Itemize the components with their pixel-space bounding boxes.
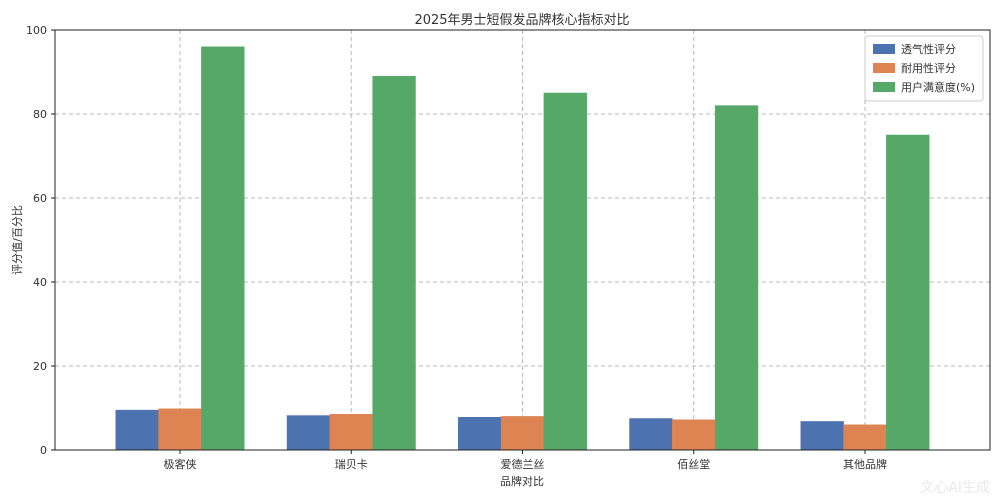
y-axis: 0 20 40 60 80 100 bbox=[26, 24, 55, 457]
watermark: 文心AI生成 bbox=[920, 480, 990, 496]
bars bbox=[115, 46, 930, 451]
legend-label: 透气性评分 bbox=[901, 42, 956, 56]
legend-label: 耐用性评分 bbox=[901, 61, 956, 75]
legend-swatch bbox=[873, 63, 895, 73]
x-tick-label: 极客侠 bbox=[164, 457, 197, 471]
x-axis-label: 品牌对比 bbox=[500, 474, 544, 488]
x-tick-label: 瑞贝卡 bbox=[335, 457, 368, 471]
bar bbox=[329, 414, 373, 451]
x-tick-label: 爱德兰丝 bbox=[501, 457, 545, 471]
bar bbox=[500, 416, 545, 451]
bar bbox=[115, 409, 159, 451]
bar bbox=[843, 424, 887, 451]
bar bbox=[158, 408, 202, 451]
chart-title: 2025年男士短假发品牌核心指标对比 bbox=[414, 12, 629, 28]
y-tick-label: 40 bbox=[33, 276, 47, 289]
y-tick-label: 100 bbox=[26, 24, 47, 37]
y-tick-label: 20 bbox=[33, 360, 47, 373]
legend-label: 用户满意度(%) bbox=[901, 80, 975, 94]
x-axis: 极客侠 瑞贝卡 爱德兰丝 佰丝堂 其他品牌 bbox=[164, 450, 887, 471]
bar bbox=[201, 46, 245, 451]
bar bbox=[286, 415, 331, 451]
x-tick-label: 其他品牌 bbox=[843, 457, 887, 471]
grid-lines bbox=[55, 29, 990, 451]
bar bbox=[458, 416, 502, 451]
bar bbox=[672, 419, 716, 451]
y-tick-label: 80 bbox=[33, 108, 47, 121]
y-tick-label: 0 bbox=[40, 444, 47, 457]
y-tick-label: 60 bbox=[33, 192, 47, 205]
x-tick-label: 佰丝堂 bbox=[677, 458, 710, 471]
y-axis-label: 评分值/百分比 bbox=[11, 205, 24, 275]
legend-swatch bbox=[873, 82, 895, 92]
bar bbox=[543, 92, 587, 451]
bar bbox=[886, 134, 930, 451]
legend-swatch bbox=[873, 44, 895, 54]
bar bbox=[714, 105, 759, 451]
bar bbox=[629, 418, 673, 451]
bar bbox=[372, 75, 416, 451]
bar bbox=[800, 421, 844, 451]
